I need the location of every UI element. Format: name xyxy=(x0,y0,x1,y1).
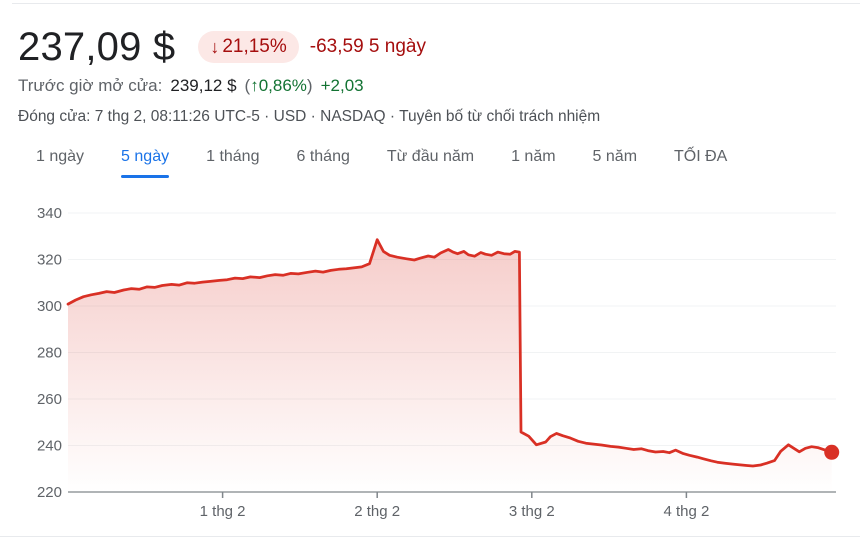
premarket-percent: 0,86% xyxy=(258,76,307,95)
tab-1[interactable]: 1 ngày xyxy=(36,147,84,178)
x-tick-label: 1 thg 2 xyxy=(200,503,246,520)
premarket-paren-open: ( xyxy=(244,76,251,95)
premarket-price: 239,12 $ xyxy=(170,76,237,95)
tab-8[interactable]: TỐI ĐA xyxy=(674,147,727,178)
tab-2-active[interactable]: 5 ngày xyxy=(121,147,170,178)
premarket-label: Trước giờ mở cửa: xyxy=(18,76,163,95)
chart-price-line xyxy=(66,238,840,468)
latest-price-dot xyxy=(824,444,840,460)
y-tick-label: 340 xyxy=(37,205,62,222)
premarket-row: Trước giờ mở cửa: 239,12 $ ( ↑ 0,86% ) +… xyxy=(18,74,364,98)
tab-6[interactable]: 1 năm xyxy=(511,147,555,178)
change-percent-value: 21,15% xyxy=(222,36,287,57)
arrow-down-icon: ↓ xyxy=(210,36,220,57)
close-info-row: Đóng cửa: 7 thg 2, 08:11:26 UTC-5 · USD … xyxy=(18,106,600,127)
change-absolute-period: -63,59 5 ngày xyxy=(309,36,426,57)
tab-7[interactable]: 5 năm xyxy=(593,147,637,178)
premarket-change: +2,03 xyxy=(320,76,364,95)
x-tick-label: 2 thg 2 xyxy=(354,503,400,520)
tab-label: 1 năm xyxy=(511,148,556,165)
x-tick-label: 3 thg 2 xyxy=(509,503,555,520)
price-chart[interactable]: 340 320 300 280 260 240 220 1 thg 2 2 thg 2 3 thg… xyxy=(0,190,860,540)
chart-axes: 340 320 300 280 260 240 220 1 thg 2 2 thg 2 3 thg… xyxy=(37,205,709,520)
disclaimer-link[interactable]: Tuyên bố từ chối trách nhiệm xyxy=(399,108,601,125)
x-tick-label: 4 thg 2 xyxy=(663,503,709,520)
tab-label: 5 ngày xyxy=(121,148,170,165)
y-tick-label: 220 xyxy=(37,484,62,501)
premarket-paren-close: ) xyxy=(306,76,313,95)
close-info-text: Đóng cửa: 7 thg 2, 08:11:26 UTC-5 · USD … xyxy=(18,108,400,125)
chart-area-fill xyxy=(68,239,832,492)
y-tick-label: 240 xyxy=(37,438,62,455)
price-header: 237,09 $ ↓ 21,15% -63,59 5 ngày xyxy=(18,24,426,70)
y-tick-label: 300 xyxy=(37,298,62,315)
tab-label: TỐI ĐA xyxy=(674,148,728,165)
tab-label: Từ đầu năm xyxy=(386,148,475,165)
change-percent-badge: ↓ 21,15% xyxy=(198,31,299,63)
price-area xyxy=(68,239,832,492)
y-tick-label: 260 xyxy=(37,391,62,408)
y-tick-label: 280 xyxy=(37,345,62,362)
top-divider xyxy=(12,3,860,4)
tab-label: 6 tháng xyxy=(296,148,350,165)
price-line xyxy=(66,238,834,468)
tab-5[interactable]: Từ đầu năm xyxy=(387,147,474,178)
tab-3[interactable]: 1 tháng xyxy=(206,147,259,178)
active-tab-underline xyxy=(121,175,170,178)
y-tick-label: 320 xyxy=(37,252,62,269)
tab-4[interactable]: 6 tháng xyxy=(296,147,349,178)
arrow-up-icon: ↑ xyxy=(250,76,259,95)
bottom-divider xyxy=(0,536,860,537)
tab-label: 5 năm xyxy=(592,148,638,165)
tab-label: 1 ngày xyxy=(36,148,85,165)
tab-label: 1 tháng xyxy=(206,148,260,165)
time-range-tabs: 1 ngày 5 ngày 1 tháng 6 tháng Từ đầu năm 1 nă… xyxy=(36,147,727,178)
current-price: 237,09 $ xyxy=(18,25,176,69)
